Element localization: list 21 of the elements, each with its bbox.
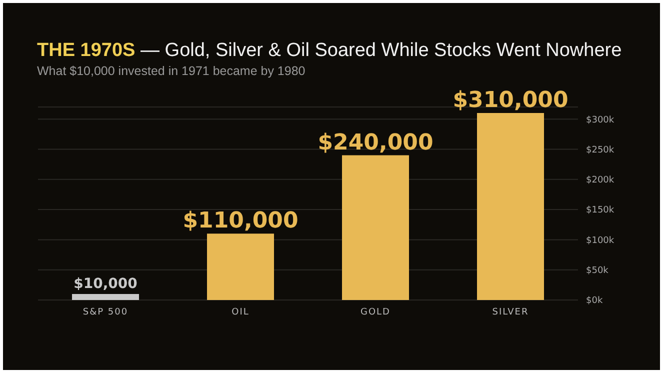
bar (207, 234, 274, 300)
bar (477, 113, 544, 300)
y-tick-label: $0k (586, 296, 604, 306)
data-label: $240,000 (318, 130, 434, 156)
y-tick-label: $50k (586, 266, 610, 276)
y-tick-label: $150k (586, 206, 615, 216)
y-tick-label: $250k (586, 145, 615, 156)
bar (72, 294, 139, 300)
x-tick-label: SILVER (492, 307, 529, 318)
x-tick-label: S&P 500 (82, 307, 128, 318)
y-tick-label: $300k (586, 115, 615, 126)
data-label: $310,000 (452, 88, 568, 114)
data-label: $10,000 (74, 276, 138, 292)
y-tick-label: $100k (586, 236, 615, 246)
chart-subtitle: What $10,000 invested in 1971 became by 1980 (37, 64, 306, 78)
chart-title: THE 1970S — Gold, Silver & Oil Soared While Stocks Went Nowhere (37, 40, 622, 62)
bar (342, 155, 409, 300)
x-tick-label: OIL (232, 307, 250, 318)
data-label: $110,000 (182, 208, 298, 234)
y-tick-label: $200k (586, 176, 615, 186)
x-tick-label: GOLD (360, 307, 391, 318)
